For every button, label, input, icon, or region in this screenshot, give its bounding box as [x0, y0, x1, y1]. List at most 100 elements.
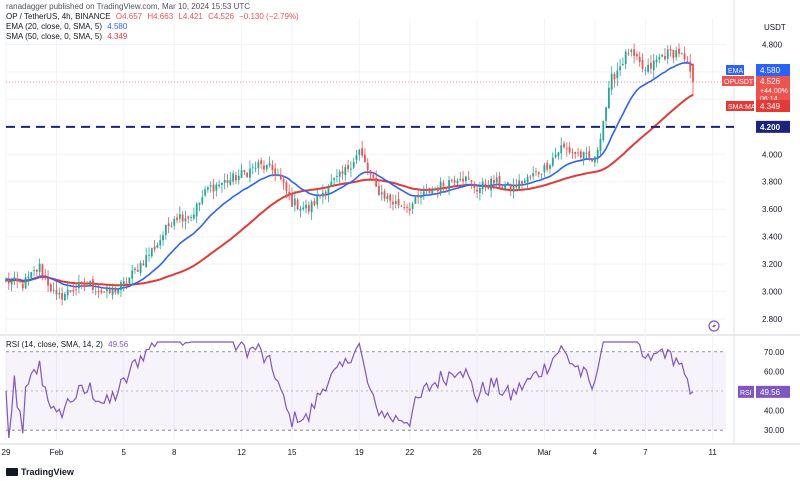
- candle-body: [159, 240, 162, 246]
- candle-body: [187, 216, 190, 219]
- candle-body: [274, 168, 277, 175]
- candle-body: [476, 189, 478, 192]
- symbol-line: OP / TetherUS, 4h, BINANCE O4.657 H4.663…: [6, 12, 302, 22]
- candle-body: [540, 173, 543, 175]
- publisher-line: ranadagger published on TradingView.com,…: [6, 2, 251, 11]
- candle-body: [156, 244, 159, 248]
- candle-body: [83, 283, 86, 287]
- sma-legend[interactable]: SMA (50, close, 0, SMA, 5) 4.349: [6, 32, 130, 42]
- candle-body: [445, 188, 448, 189]
- candle-body: [627, 53, 630, 55]
- candle-body: [153, 246, 156, 250]
- tradingview-logo-icon: [6, 468, 18, 476]
- candle-body: [330, 181, 333, 187]
- candle-body: [55, 290, 58, 295]
- candle-body: [459, 179, 462, 181]
- candle-body: [422, 191, 425, 196]
- rsi-tag-name: RSI: [740, 390, 752, 397]
- candle-body: [7, 280, 10, 284]
- candle-body: [568, 147, 571, 153]
- candle-body: [675, 50, 678, 58]
- last-tag-name-bg: [722, 76, 754, 86]
- candle-body: [417, 194, 420, 198]
- candle-body: [344, 167, 347, 176]
- candle-body: [470, 180, 473, 182]
- candle-body: [563, 143, 565, 148]
- candle-body: [178, 214, 181, 219]
- candle-body: [582, 151, 585, 159]
- candle-body: [378, 185, 380, 195]
- candle-body: [307, 205, 310, 212]
- candle-body: [420, 197, 422, 198]
- candle-body: [184, 218, 187, 222]
- rsi-tick-label: 40.00: [764, 407, 785, 416]
- candle-body: [58, 293, 61, 295]
- candle-body: [136, 269, 139, 272]
- candle-body: [666, 49, 669, 59]
- candle-body: [633, 49, 636, 56]
- candle-body: [630, 49, 633, 52]
- candle-body: [692, 64, 694, 83]
- candle-body: [206, 187, 209, 190]
- candle-body: [490, 178, 493, 191]
- candle-body: [478, 187, 481, 194]
- candle-body: [355, 155, 358, 161]
- candle-body: [664, 55, 666, 60]
- candle-body: [120, 282, 122, 291]
- time-tick-label: 5: [122, 448, 127, 457]
- candle-body: [487, 185, 490, 189]
- candle-body: [599, 138, 602, 151]
- candle-body: [19, 280, 21, 283]
- candle-body: [192, 214, 195, 219]
- candle-body: [549, 165, 551, 169]
- price-axis-currency: USDT: [764, 23, 786, 32]
- time-tick-label: 26: [473, 448, 482, 457]
- candle-body: [655, 59, 658, 63]
- candle-body: [263, 165, 265, 170]
- ohlc-close: C4.526: [208, 12, 234, 21]
- candle-body: [622, 64, 624, 66]
- candle-body: [260, 160, 263, 165]
- ema-legend[interactable]: EMA (20, close, 0, SMA, 5) 4.580: [6, 22, 130, 32]
- candle-body: [593, 156, 596, 163]
- candle-body: [591, 159, 593, 162]
- candle-body: [400, 205, 403, 207]
- candle-body: [201, 197, 204, 204]
- candle-body: [235, 174, 237, 181]
- candle-body: [636, 54, 638, 57]
- ema-tag-value: 4.580: [760, 66, 781, 75]
- candle-body: [408, 208, 411, 211]
- time-tick-label: 29: [2, 448, 11, 457]
- candle-body: [579, 151, 582, 158]
- candle-body: [78, 282, 80, 289]
- candle-body: [271, 164, 274, 170]
- candle-body: [669, 49, 672, 51]
- candle-body: [128, 277, 131, 284]
- candle-body: [305, 204, 307, 209]
- candle-body: [316, 195, 319, 205]
- candle-body: [223, 179, 226, 183]
- rsi-legend-label: RSI (14, close, SMA, 14, 2): [6, 340, 103, 349]
- symbol-name: OP / TetherUS, 4h, BINANCE: [6, 12, 111, 21]
- candle-body: [683, 53, 686, 60]
- candle-body: [5, 278, 7, 282]
- rsi-legend[interactable]: RSI (14, close, SMA, 14, 2) 49.56: [6, 340, 131, 350]
- candle-body: [139, 263, 142, 273]
- lightning-icon: [708, 320, 720, 332]
- candle-body: [103, 291, 106, 293]
- candle-body: [434, 188, 436, 191]
- candle-body: [279, 174, 282, 180]
- candle-body: [439, 181, 442, 193]
- candle-body: [462, 178, 464, 182]
- candle-body: [347, 165, 350, 170]
- candle-body: [333, 178, 335, 180]
- rsi-line: [5, 341, 694, 439]
- candle-body: [518, 180, 521, 190]
- time-tick-label: Feb: [50, 448, 64, 457]
- candle-body: [425, 189, 428, 191]
- tradingview-logo[interactable]: TradingView: [6, 467, 74, 477]
- time-tick-label: 15: [288, 448, 297, 457]
- candle-body: [296, 199, 299, 210]
- candle-body: [176, 217, 178, 221]
